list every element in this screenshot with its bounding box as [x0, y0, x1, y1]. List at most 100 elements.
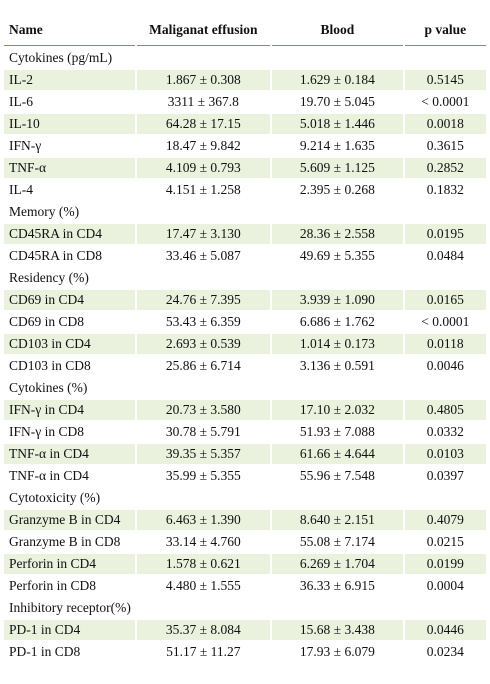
effusion-value-cell: 25.86 ± 6.714: [136, 356, 271, 376]
blood-value-cell: 17.10 ± 2.032: [272, 400, 403, 420]
table-row: IL-6 3311 ± 367.8 19.70 ± 5.045 < 0.0001: [4, 92, 486, 112]
row-name-cell: CD45RA in CD4: [4, 224, 135, 244]
blood-value-cell: 15.68 ± 3.438: [272, 620, 403, 640]
p-value-cell: 0.0018: [404, 114, 486, 134]
row-name-cell: IFN-γ: [4, 136, 135, 156]
p-value-cell: < 0.0001: [404, 92, 486, 112]
p-value-cell: 0.0446: [404, 620, 486, 640]
empty-cell: [272, 598, 403, 618]
p-value-cell: 0.0484: [404, 246, 486, 266]
p-value-cell: 0.0397: [404, 466, 486, 486]
blood-value-cell: 8.640 ± 2.151: [272, 510, 403, 530]
section-row: Inhibitory receptor(%): [4, 598, 486, 618]
blood-value-cell: 3.136 ± 0.591: [272, 356, 403, 376]
empty-cell: [404, 488, 486, 508]
blood-value-cell: 55.96 ± 7.548: [272, 466, 403, 486]
header-blood: Blood: [272, 14, 403, 46]
effusion-value-cell: 17.47 ± 3.130: [136, 224, 271, 244]
p-value-cell: 0.1832: [404, 180, 486, 200]
table-row: IL-10 64.28 ± 17.15 5.018 ± 1.446 0.0018: [4, 114, 486, 134]
row-name-cell: IL-6: [4, 92, 135, 112]
blood-value-cell: 2.395 ± 0.268: [272, 180, 403, 200]
p-value-cell: 0.0195: [404, 224, 486, 244]
row-name-cell: IL-2: [4, 70, 135, 90]
header-p-value: p value: [404, 14, 486, 46]
blood-value-cell: 6.686 ± 1.762: [272, 312, 403, 332]
header-row: Name Maliganat effusion Blood p value: [4, 14, 486, 46]
table-row: CD69 in CD4 24.76 ± 7.395 3.939 ± 1.090 0.0…: [4, 290, 486, 310]
p-value-cell: 0.0234: [404, 642, 486, 662]
empty-cell: [404, 378, 486, 398]
empty-cell: [404, 598, 486, 618]
empty-cell: [404, 48, 486, 68]
row-name-cell: CD45RA in CD8: [4, 246, 135, 266]
empty-cell: [272, 48, 403, 68]
table-row: PD-1 in CD8 51.17 ± 11.27 17.93 ± 6.079 0.0…: [4, 642, 486, 662]
effusion-value-cell: 4.480 ± 1.555: [136, 576, 271, 596]
row-name-cell: PD-1 in CD8: [4, 642, 135, 662]
empty-cell: [272, 202, 403, 222]
table-row: CD103 in CD4 2.693 ± 0.539 1.014 ± 0.173 0.…: [4, 334, 486, 354]
blood-value-cell: 28.36 ± 2.558: [272, 224, 403, 244]
table-row: CD45RA in CD4 17.47 ± 3.130 28.36 ± 2.558 0…: [4, 224, 486, 244]
section-row: Residency (%): [4, 268, 486, 288]
section-label: Memory (%): [4, 202, 135, 222]
blood-value-cell: 6.269 ± 1.704: [272, 554, 403, 574]
empty-cell: [272, 488, 403, 508]
empty-cell: [136, 202, 271, 222]
header-name: Name: [4, 14, 135, 46]
section-label: Cytokines (pg/mL): [4, 48, 135, 68]
effusion-value-cell: 53.43 ± 6.359: [136, 312, 271, 332]
table-row: IFN-γ 18.47 ± 9.842 9.214 ± 1.635 0.3615: [4, 136, 486, 156]
header-effusion: Maliganat effusion: [136, 14, 271, 46]
empty-cell: [404, 202, 486, 222]
blood-value-cell: 9.214 ± 1.635: [272, 136, 403, 156]
p-value-cell: 0.0332: [404, 422, 486, 442]
section-row: Memory (%): [4, 202, 486, 222]
effusion-value-cell: 35.37 ± 8.084: [136, 620, 271, 640]
empty-cell: [136, 598, 271, 618]
row-name-cell: CD69 in CD4: [4, 290, 135, 310]
table-row: IFN-γ in CD4 20.73 ± 3.580 17.10 ± 2.032 0.…: [4, 400, 486, 420]
row-name-cell: IFN-γ in CD8: [4, 422, 135, 442]
effusion-value-cell: 4.109 ± 0.793: [136, 158, 271, 178]
table-row: Granzyme B in CD8 33.14 ± 4.760 55.08 ± 7.…: [4, 532, 486, 552]
row-name-cell: CD103 in CD8: [4, 356, 135, 376]
p-value-cell: 0.0118: [404, 334, 486, 354]
blood-value-cell: 61.66 ± 4.644: [272, 444, 403, 464]
empty-cell: [136, 378, 271, 398]
effusion-value-cell: 1.867 ± 0.308: [136, 70, 271, 90]
effusion-value-cell: 3311 ± 367.8: [136, 92, 271, 112]
blood-value-cell: 3.939 ± 1.090: [272, 290, 403, 310]
blood-value-cell: 1.014 ± 0.173: [272, 334, 403, 354]
empty-cell: [136, 488, 271, 508]
row-name-cell: CD103 in CD4: [4, 334, 135, 354]
section-row: Cytokines (pg/mL): [4, 48, 486, 68]
row-name-cell: IL-10: [4, 114, 135, 134]
effusion-value-cell: 20.73 ± 3.580: [136, 400, 271, 420]
effusion-value-cell: 24.76 ± 7.395: [136, 290, 271, 310]
row-name-cell: Granzyme B in CD4: [4, 510, 135, 530]
blood-value-cell: 19.70 ± 5.045: [272, 92, 403, 112]
table-row: CD45RA in CD8 33.46 ± 5.087 49.69 ± 5.355 0…: [4, 246, 486, 266]
empty-cell: [404, 268, 486, 288]
empty-cell: [272, 378, 403, 398]
effusion-value-cell: 18.47 ± 9.842: [136, 136, 271, 156]
table-row: TNF-α in CD4 39.35 ± 5.357 61.66 ± 4.644 0.…: [4, 444, 486, 464]
row-name-cell: IFN-γ in CD4: [4, 400, 135, 420]
effusion-value-cell: 33.14 ± 4.760: [136, 532, 271, 552]
p-value-cell: 0.0046: [404, 356, 486, 376]
table-row: PD-1 in CD4 35.37 ± 8.084 15.68 ± 3.438 0.0…: [4, 620, 486, 640]
blood-value-cell: 55.08 ± 7.174: [272, 532, 403, 552]
empty-cell: [272, 268, 403, 288]
row-name-cell: PD-1 in CD4: [4, 620, 135, 640]
row-name-cell: Granzyme B in CD8: [4, 532, 135, 552]
row-name-cell: TNF-α in CD4: [4, 444, 135, 464]
blood-value-cell: 49.69 ± 5.355: [272, 246, 403, 266]
effusion-value-cell: 1.578 ± 0.621: [136, 554, 271, 574]
section-label: Cytotoxicity (%): [4, 488, 135, 508]
p-value-cell: 0.0215: [404, 532, 486, 552]
row-name-cell: Perforin in CD8: [4, 576, 135, 596]
blood-value-cell: 36.33 ± 6.915: [272, 576, 403, 596]
table-row: IFN-γ in CD8 30.78 ± 5.791 51.93 ± 7.088 0.…: [4, 422, 486, 442]
